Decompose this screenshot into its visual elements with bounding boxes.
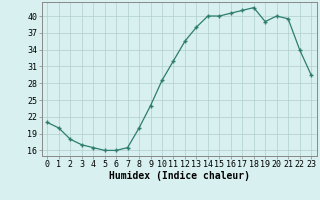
X-axis label: Humidex (Indice chaleur): Humidex (Indice chaleur) [109,171,250,181]
